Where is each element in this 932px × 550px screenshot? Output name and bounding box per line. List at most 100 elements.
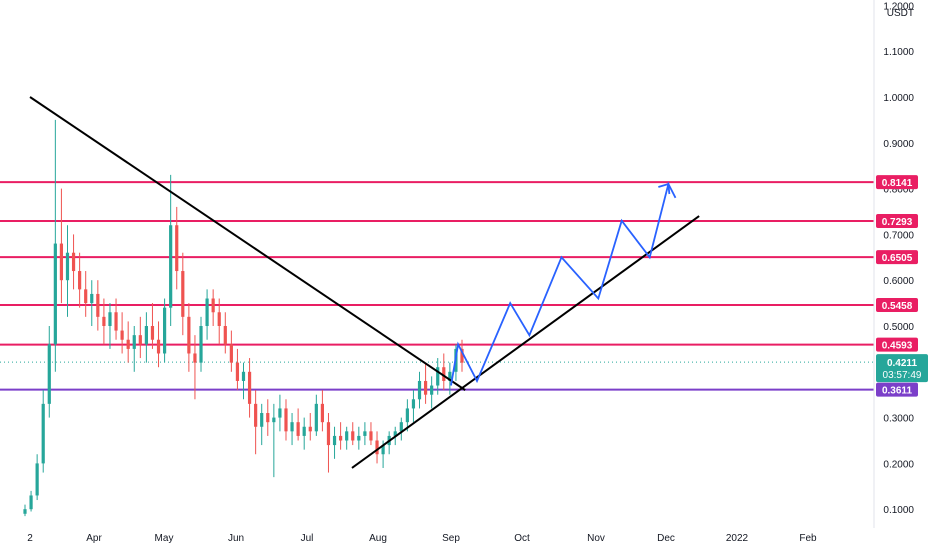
candle-body bbox=[47, 344, 51, 404]
candles bbox=[23, 119, 464, 517]
candle-body bbox=[96, 293, 100, 317]
projection-path bbox=[450, 181, 677, 386]
candle-body bbox=[126, 339, 130, 349]
candle-body bbox=[71, 252, 76, 272]
candle-body bbox=[138, 335, 142, 345]
candle-body bbox=[314, 403, 318, 432]
candle-body bbox=[284, 408, 288, 432]
price-tick-label: 0.3000 bbox=[883, 414, 914, 425]
level-badge bbox=[876, 213, 918, 228]
candle-body bbox=[290, 422, 294, 432]
candle-body bbox=[181, 271, 185, 317]
candle-body bbox=[132, 335, 136, 349]
candle-body bbox=[169, 225, 173, 308]
time-tick-label: Feb bbox=[799, 533, 817, 544]
candle-body bbox=[363, 431, 367, 436]
level-badge-label: 0.6505 bbox=[882, 253, 913, 264]
candle-body bbox=[211, 298, 215, 313]
candle-body bbox=[278, 408, 282, 418]
time-tick-label: 2022 bbox=[726, 533, 749, 544]
level-badge-label: 0.7293 bbox=[882, 217, 913, 228]
time-tick-label: Aug bbox=[369, 533, 387, 544]
candle-body bbox=[442, 367, 446, 381]
level-badge-label: 0.5458 bbox=[882, 301, 913, 312]
candle-body bbox=[35, 463, 39, 496]
level-badge-label: 0.4593 bbox=[882, 341, 913, 352]
candle-body bbox=[156, 339, 161, 354]
candle-body bbox=[187, 316, 191, 354]
candle-body bbox=[150, 326, 155, 340]
price-tick-label: 0.7000 bbox=[883, 230, 914, 241]
candle-body bbox=[175, 225, 179, 272]
candle-body bbox=[320, 403, 325, 423]
trendline-descending-resistance bbox=[29, 96, 466, 391]
time-tick-label: Jun bbox=[228, 533, 244, 544]
candle-body bbox=[65, 252, 70, 281]
current-price-badge bbox=[876, 354, 928, 383]
candle-body bbox=[29, 495, 33, 510]
price-tick-label: 0.2000 bbox=[883, 459, 914, 470]
time-tick-label: May bbox=[155, 533, 174, 544]
candle-body bbox=[411, 399, 416, 409]
trendline-ascending-support bbox=[351, 215, 700, 469]
time-tick-label: Nov bbox=[587, 533, 605, 544]
candle-body bbox=[108, 312, 112, 326]
candle-body bbox=[199, 326, 203, 363]
price-tick-label: 1.2000 bbox=[883, 1, 914, 12]
price-tick-label: 0.6000 bbox=[883, 276, 914, 287]
bar-countdown-label: 03:57:49 bbox=[883, 370, 922, 381]
time-tick-label: Dec bbox=[657, 533, 675, 544]
price-tick-label: 0.5000 bbox=[883, 322, 914, 333]
candle-body bbox=[272, 417, 276, 423]
candle-body bbox=[405, 408, 409, 423]
candle-body bbox=[430, 385, 434, 395]
candle-body bbox=[448, 371, 452, 381]
candle-body bbox=[229, 344, 233, 363]
candle-body bbox=[114, 312, 118, 331]
projection-arrowhead bbox=[658, 182, 671, 195]
time-tick-label: Oct bbox=[514, 533, 530, 544]
candle-body bbox=[266, 413, 270, 423]
candle-body bbox=[332, 435, 337, 446]
time-tick-label: Jul bbox=[301, 533, 314, 544]
candle-body bbox=[102, 316, 106, 326]
price-tick-label: 0.9000 bbox=[883, 139, 914, 150]
candle-body bbox=[399, 422, 403, 432]
time-axis[interactable]: 2 Apr May Jun Jul Aug Sep Oct Nov Dec 2022 Feb bbox=[27, 533, 817, 544]
candle-body bbox=[423, 380, 428, 395]
candle-body bbox=[339, 435, 343, 441]
candle-body bbox=[326, 422, 331, 446]
candle-body bbox=[460, 348, 464, 363]
candle-body bbox=[144, 326, 148, 345]
candle-body bbox=[302, 426, 306, 436]
price-badges: 0.8141 0.7293 0.6505 0.5458 0.4593 0.3611 0.42… bbox=[876, 175, 928, 397]
candle-body bbox=[53, 243, 57, 345]
candle-body bbox=[436, 367, 440, 386]
level-badge-label: 0.3611 bbox=[882, 386, 912, 397]
candle-body bbox=[205, 298, 209, 326]
candle-body bbox=[78, 271, 82, 290]
candle-body bbox=[369, 431, 373, 441]
candle-body bbox=[247, 371, 252, 404]
time-tick-label: Sep bbox=[442, 533, 460, 544]
candle-body bbox=[417, 380, 422, 400]
candle-body bbox=[223, 326, 227, 345]
candle-body bbox=[162, 307, 167, 354]
candle-body bbox=[235, 362, 240, 381]
candle-body bbox=[241, 371, 246, 381]
level-badge bbox=[876, 250, 918, 265]
candle-body bbox=[381, 445, 385, 455]
candle-body bbox=[351, 431, 355, 441]
current-price-label: 0.4211 bbox=[887, 358, 917, 369]
candle-body bbox=[120, 330, 124, 340]
candle-body bbox=[59, 243, 64, 281]
level-badge bbox=[876, 337, 918, 352]
candle-body bbox=[393, 431, 397, 436]
candle-body bbox=[254, 403, 258, 427]
candle-body bbox=[193, 353, 197, 363]
level-badge bbox=[876, 382, 918, 397]
price-tick-label: 0.1000 bbox=[883, 505, 914, 516]
price-tick-label: 0.8000 bbox=[883, 185, 914, 196]
